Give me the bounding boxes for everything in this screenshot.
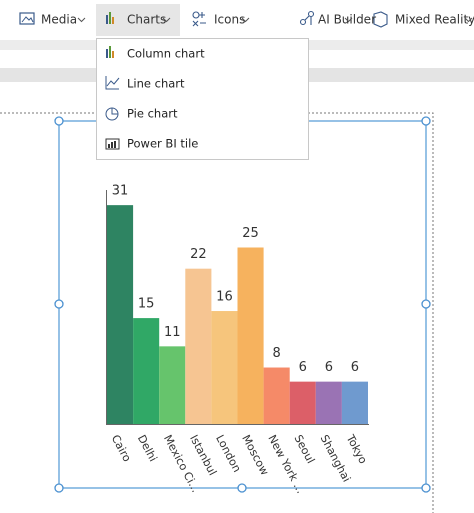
toolbar-item[interactable]: Icons [214, 13, 245, 27]
icons-icon[interactable] [192, 11, 206, 27]
bar [341, 381, 368, 424]
mixed-reality-icon[interactable] [373, 11, 388, 28]
bar [133, 318, 160, 424]
charts-menu: Column chart Line chart Pie chart Power … [96, 38, 309, 160]
menu-item[interactable]: Pie chart [127, 107, 178, 121]
data-label: 15 [138, 297, 155, 312]
bar [185, 268, 212, 424]
chevrons [77, 17, 473, 23]
data-label: 16 [216, 290, 233, 305]
data-label: 22 [190, 247, 207, 262]
bar [237, 247, 264, 424]
power-bi-icon [105, 138, 120, 150]
menu-item[interactable]: Power BI tile [127, 137, 198, 151]
data-label: 11 [164, 325, 181, 340]
x-tick-label: Cairo [109, 433, 134, 464]
data-label: 6 [299, 360, 307, 375]
menu-panel [96, 38, 309, 160]
x-tick-label: Delhi [135, 433, 160, 464]
ai-builder-icon[interactable] [299, 10, 315, 26]
column-chart-icon [106, 46, 114, 58]
pie-chart-icon [105, 107, 119, 121]
bar [107, 205, 134, 424]
toolbar-item[interactable]: Mixed Reality [395, 13, 474, 27]
bar [211, 311, 238, 424]
menu-item[interactable]: Column chart [127, 47, 205, 61]
x-tick-label: Tokyo [343, 432, 370, 466]
bar [315, 381, 342, 424]
line-chart-icon [105, 76, 120, 90]
menu-item[interactable]: Line chart [127, 77, 185, 91]
charts-icon[interactable] [106, 12, 114, 24]
data-label: 6 [325, 360, 333, 375]
bar [159, 346, 186, 424]
resize-handles[interactable] [54, 116, 431, 493]
x-tick-label: Seoul [291, 433, 317, 466]
bar [263, 367, 290, 424]
data-label: 25 [242, 226, 259, 241]
data-label: 31 [112, 184, 129, 199]
media-icon-detail [21, 16, 34, 23]
bar [289, 381, 316, 424]
toolbar-item[interactable]: Media [41, 13, 77, 27]
data-label: 8 [273, 346, 281, 361]
media-icon[interactable] [19, 12, 35, 25]
data-label: 6 [351, 360, 359, 375]
toolbar-item[interactable]: Charts [127, 13, 166, 27]
